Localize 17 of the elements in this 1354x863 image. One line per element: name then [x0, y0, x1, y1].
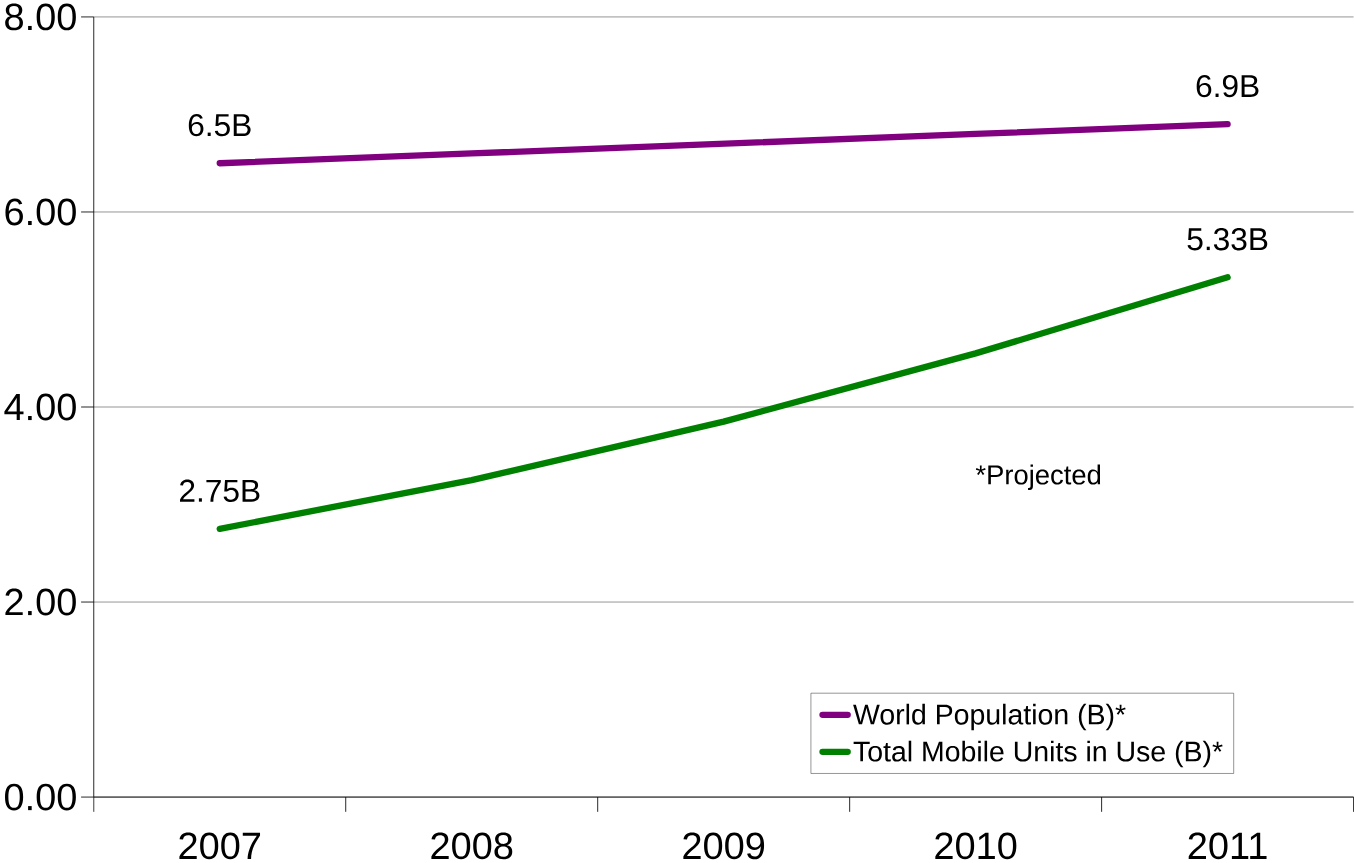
y-tick-label: 0.00 — [5, 783, 76, 811]
y-tick-label: 4.00 — [4, 393, 76, 421]
legend-label: Total Mobile Units in Use (B)* — [853, 740, 1223, 768]
x-tick-label: 2011 — [1188, 832, 1267, 860]
data-label: 5.33B — [1187, 228, 1268, 251]
data-label: 6.9B — [1196, 74, 1259, 98]
annotation: *Projected — [975, 464, 1101, 491]
x-tick-label: 2008 — [431, 832, 513, 860]
data-label: 6.5B — [188, 113, 251, 137]
y-tick-label: 6.00 — [5, 198, 76, 226]
legend-label: World Population (B)* — [853, 703, 1126, 731]
y-tick-label: 2.00 — [5, 588, 76, 616]
x-tick-label: 2009 — [683, 832, 765, 860]
x-tick-label: 2010 — [935, 832, 1017, 860]
y-tick-label: 8.00 — [5, 3, 76, 31]
data-label: 2.75B — [180, 479, 260, 503]
x-tick-label: 2007 — [179, 832, 261, 860]
